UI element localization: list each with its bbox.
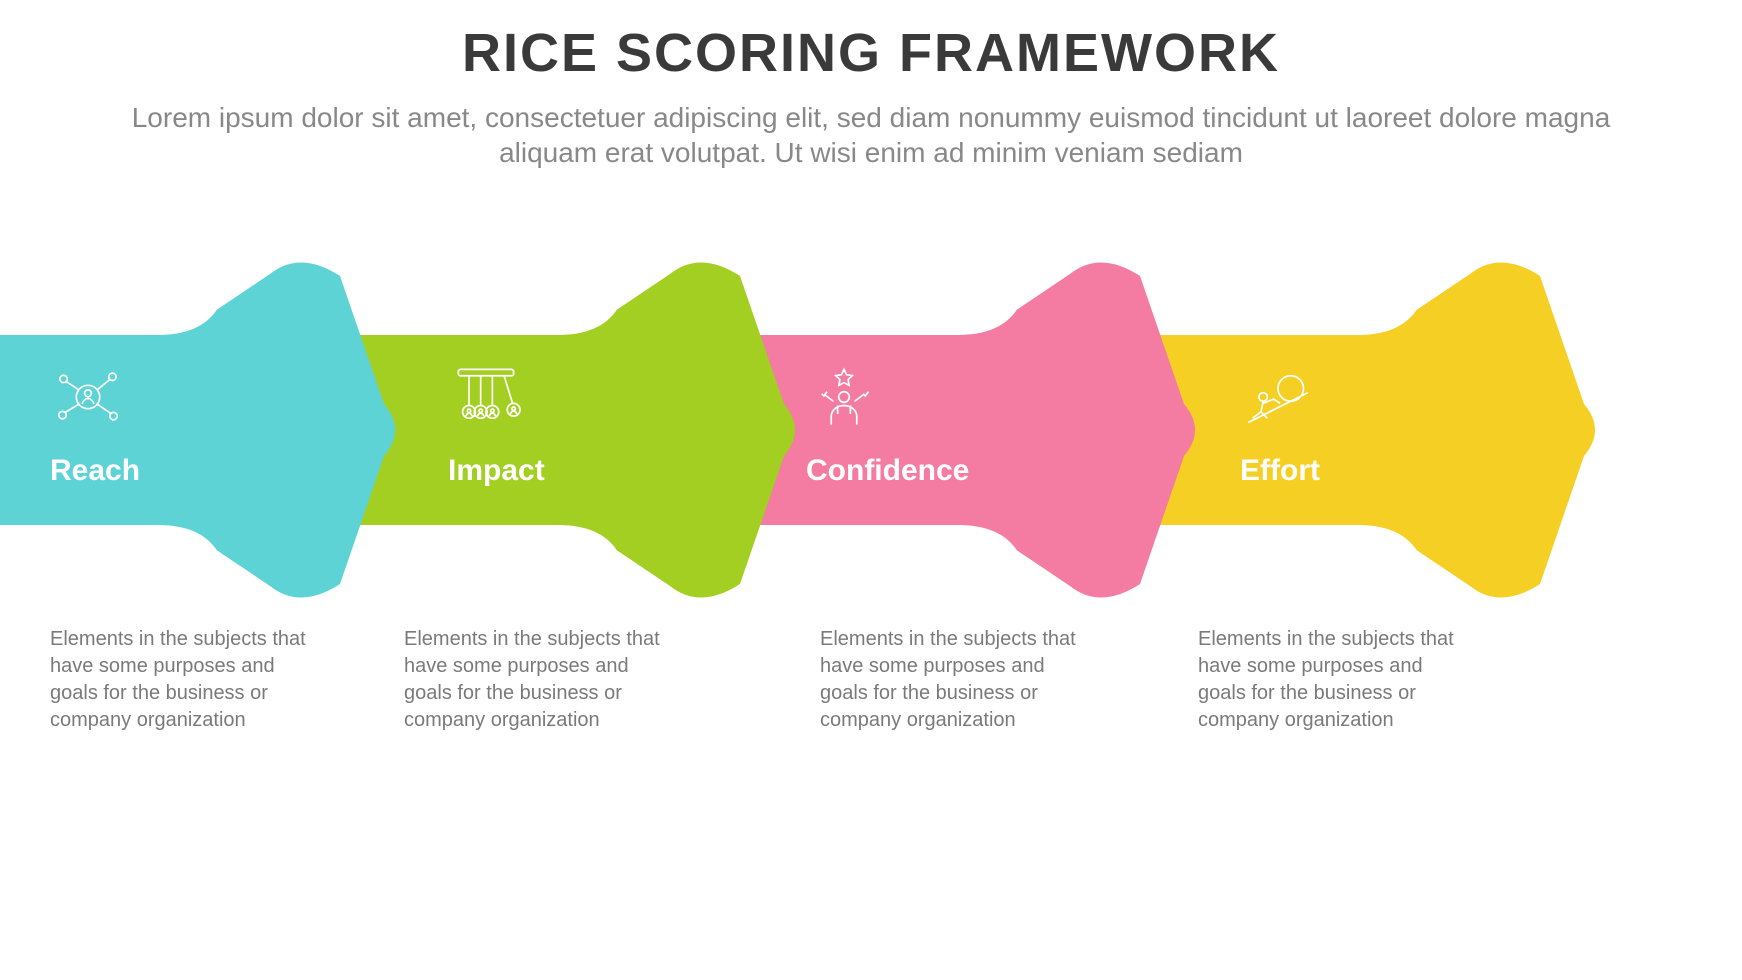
step-effort: Effort — [1240, 363, 1560, 488]
step-label-reach: Reach — [50, 454, 370, 488]
caption-impact: Elements in the subjects that have some … — [404, 626, 664, 734]
sisyphus-icon — [1240, 363, 1560, 436]
person-star-icon — [806, 363, 1126, 436]
page-title: RICE SCORING FRAMEWORK — [0, 22, 1742, 84]
step-reach: Reach — [50, 363, 370, 488]
step-label-effort: Effort — [1240, 454, 1560, 488]
caption-reach: Elements in the subjects that have some … — [50, 626, 310, 734]
page-subtitle: Lorem ipsum dolor sit amet, consectetuer… — [0, 100, 1742, 170]
newtons-cradle-icon — [448, 363, 768, 436]
caption-effort: Elements in the subjects that have some … — [1198, 626, 1458, 734]
network-user-icon — [50, 363, 370, 436]
caption-confidence: Elements in the subjects that have some … — [820, 626, 1080, 734]
step-label-impact: Impact — [448, 454, 768, 488]
step-impact: Impact — [448, 363, 768, 488]
step-confidence: Confidence — [806, 363, 1126, 488]
step-label-confidence: Confidence — [806, 454, 1126, 488]
